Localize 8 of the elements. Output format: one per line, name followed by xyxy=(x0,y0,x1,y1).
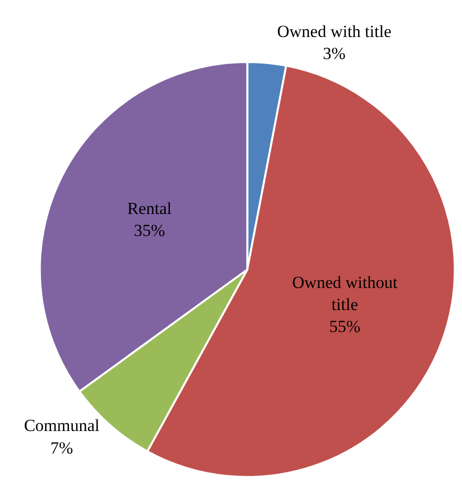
data-label: 7% xyxy=(50,438,74,458)
slice-label: Owned with title xyxy=(277,22,392,42)
data-label: 35% xyxy=(134,221,165,240)
slice-label: Communal xyxy=(24,416,100,436)
data-label: 3% xyxy=(322,44,346,64)
slice-label: Rental xyxy=(127,199,172,218)
data-label: 55% xyxy=(329,317,360,336)
slice-label: Owned without title xyxy=(292,273,398,314)
